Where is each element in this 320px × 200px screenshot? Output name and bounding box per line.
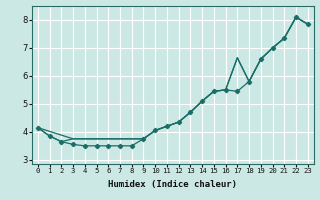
- X-axis label: Humidex (Indice chaleur): Humidex (Indice chaleur): [108, 180, 237, 189]
